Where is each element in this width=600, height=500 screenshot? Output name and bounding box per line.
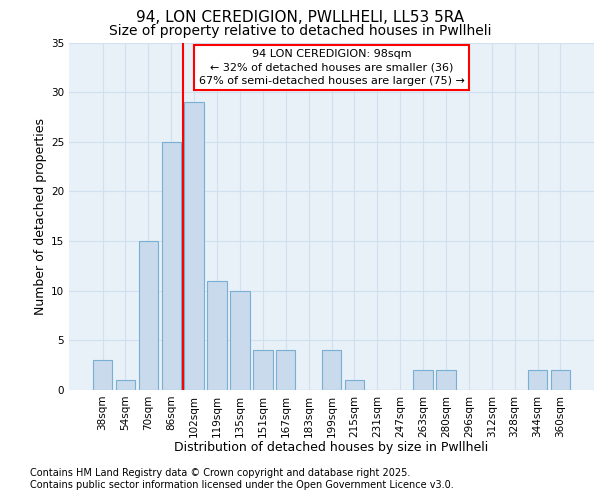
Bar: [551, 370, 570, 390]
Y-axis label: Number of detached properties: Number of detached properties: [34, 118, 47, 315]
Bar: [161, 142, 181, 390]
Text: Contains HM Land Registry data © Crown copyright and database right 2025.
Contai: Contains HM Land Registry data © Crown c…: [30, 468, 454, 490]
Bar: [413, 370, 433, 390]
Text: Size of property relative to detached houses in Pwllheli: Size of property relative to detached ho…: [109, 24, 491, 38]
Bar: [436, 370, 455, 390]
Bar: [208, 281, 227, 390]
Text: 94, LON CEREDIGION, PWLLHELI, LL53 5RA: 94, LON CEREDIGION, PWLLHELI, LL53 5RA: [136, 10, 464, 25]
Bar: [253, 350, 272, 390]
Bar: [116, 380, 135, 390]
Bar: [322, 350, 341, 390]
Bar: [528, 370, 547, 390]
Bar: [139, 241, 158, 390]
Text: 94 LON CEREDIGION: 98sqm
← 32% of detached houses are smaller (36)
67% of semi-d: 94 LON CEREDIGION: 98sqm ← 32% of detach…: [199, 50, 464, 86]
Bar: [230, 290, 250, 390]
Bar: [93, 360, 112, 390]
Bar: [184, 102, 204, 390]
X-axis label: Distribution of detached houses by size in Pwllheli: Distribution of detached houses by size …: [175, 441, 488, 454]
Bar: [276, 350, 295, 390]
Bar: [344, 380, 364, 390]
